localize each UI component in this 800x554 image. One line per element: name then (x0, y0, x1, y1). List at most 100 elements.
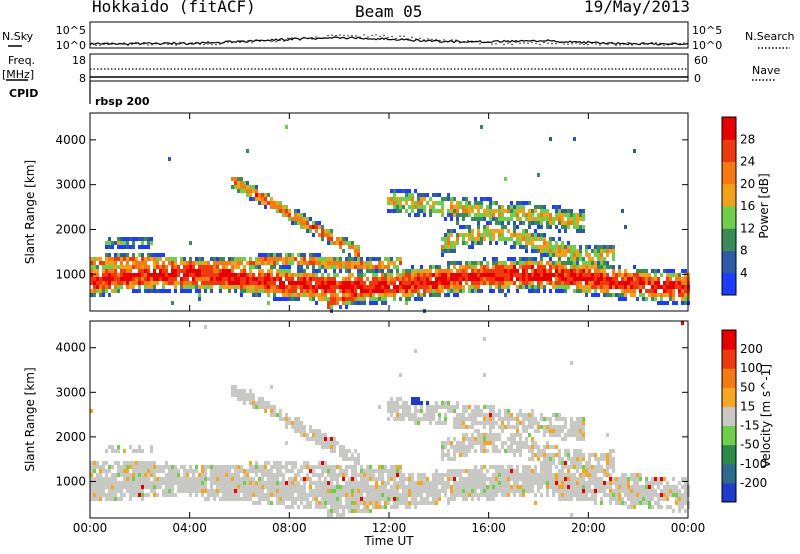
velocity-cell (486, 489, 489, 493)
velocity-cell (390, 401, 393, 405)
power-cell (477, 237, 480, 241)
velocity-cell (579, 465, 582, 469)
power-cell (330, 257, 333, 261)
velocity-cell (510, 477, 513, 481)
power-cell (522, 221, 525, 225)
velocity-cell (150, 449, 153, 453)
velocity-cell (654, 493, 657, 497)
velocity-cell (402, 409, 405, 413)
power-cell (573, 265, 576, 269)
velocity-cell (411, 473, 414, 477)
power-cell (666, 281, 669, 285)
velocity-cell (354, 457, 357, 461)
velocity-cell (618, 485, 621, 489)
velocity-cell (261, 401, 264, 405)
velocity-cell (90, 409, 93, 413)
velocity-cell (345, 505, 348, 509)
nsearch-dot (415, 38, 417, 40)
power-cell (513, 209, 516, 213)
velocity-cell (441, 401, 444, 405)
power-cell (582, 265, 585, 269)
velocity-cell (249, 389, 252, 393)
velocity-cell (129, 465, 132, 469)
velocity-cell (318, 505, 321, 509)
velocity-cell (117, 497, 120, 501)
velocity-cell (591, 481, 594, 485)
power-cell (429, 213, 432, 217)
power-cell (144, 285, 147, 289)
velocity-cell (501, 489, 504, 493)
power-cell (138, 285, 141, 289)
power-cell (447, 269, 450, 273)
power-cell (531, 237, 534, 241)
power-cell (318, 233, 321, 237)
velocity-cell (555, 429, 558, 433)
velocity-cell (237, 481, 240, 485)
nsearch-dot (579, 43, 581, 45)
velocity-cell (576, 469, 579, 473)
nsearch-dot (143, 43, 145, 45)
power-cell (480, 205, 483, 209)
velocity-cell (672, 509, 675, 513)
velocity-cell (432, 409, 435, 413)
velocity-cell (414, 489, 417, 493)
velocity-cell (399, 485, 402, 489)
power-cell (588, 253, 591, 257)
velocity-cell (546, 481, 549, 485)
nsearch-dot (259, 40, 261, 42)
power-cell (276, 253, 279, 257)
velocity-cell (300, 429, 303, 433)
velocity-cell (510, 473, 513, 477)
velocity-cell (141, 489, 144, 493)
nsearch-dot (627, 41, 629, 44)
velocity-cell (630, 493, 633, 497)
power-cell (555, 249, 558, 253)
power-cell (237, 277, 240, 281)
velocity-cell (636, 485, 639, 489)
power-cell (420, 265, 423, 269)
power-cell (348, 301, 351, 305)
velocity-cell (537, 477, 540, 481)
velocity-cell (165, 473, 168, 477)
velocity-cell (333, 497, 336, 501)
velocity-cell (279, 417, 282, 421)
velocity-cell (678, 481, 681, 485)
velocity-cell (660, 481, 663, 485)
velocity-cell (474, 473, 477, 477)
velocity-cell (162, 493, 165, 497)
velocity-cell (609, 453, 612, 457)
power-cell (318, 265, 321, 269)
velocity-colorbar-tick: 50 (740, 380, 755, 394)
power-cell (453, 205, 456, 209)
power-cell (537, 245, 540, 249)
power-cell (549, 269, 552, 273)
velocity-cell (639, 497, 642, 501)
velocity-cell (531, 453, 534, 457)
power-cell (588, 269, 591, 273)
power-cell (96, 257, 99, 261)
velocity-cell (120, 473, 123, 477)
power-cell (420, 297, 423, 301)
velocity-cell (603, 493, 606, 497)
power-cell (537, 249, 540, 253)
velocity-cell (612, 457, 615, 461)
velocity-cell (492, 493, 495, 497)
velocity-cell (537, 473, 540, 477)
velocity-cell (627, 497, 630, 501)
power-cell (657, 293, 660, 297)
power-cell (360, 261, 363, 265)
velocity-cell (135, 493, 138, 497)
velocity-cell (369, 473, 372, 477)
velocity-cell (549, 417, 552, 421)
power-cell (120, 269, 123, 273)
power-cell (399, 289, 402, 293)
velocity-cell (480, 413, 483, 417)
power-cell (492, 209, 495, 213)
velocity-cell (399, 469, 402, 473)
velocity-cell (345, 453, 348, 457)
nsearch-dot (583, 43, 585, 46)
power-cell (555, 205, 558, 209)
power-cell (594, 249, 597, 253)
power-cell (462, 233, 465, 237)
power-cell (444, 249, 447, 253)
